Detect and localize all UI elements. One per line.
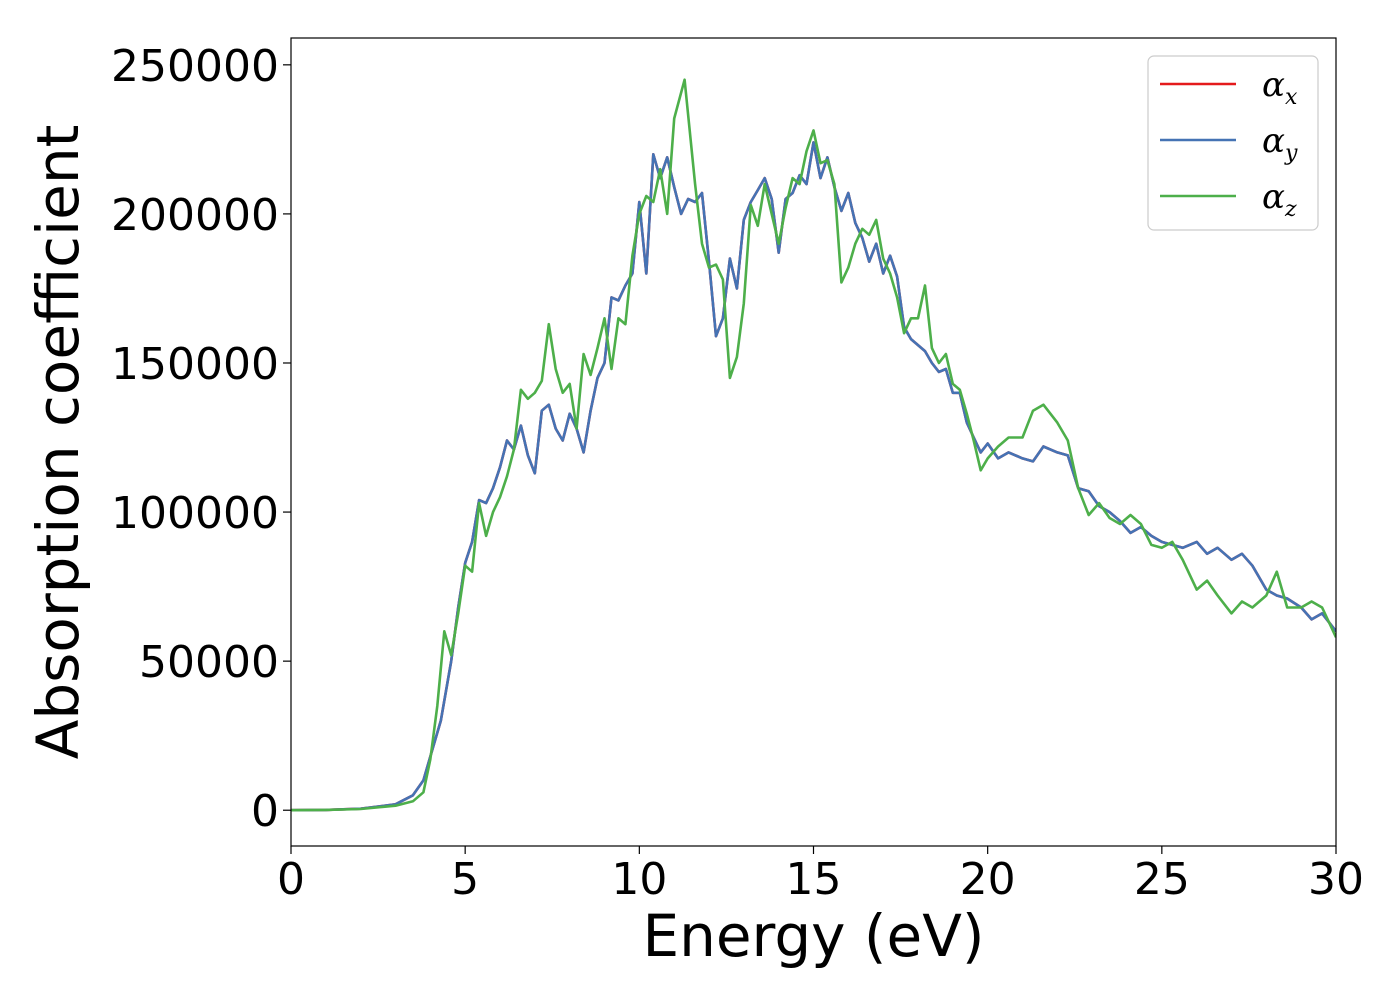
series-line-alpha-z <box>291 78 1336 812</box>
y-axis: 0 50000 100000 150000 200000 250000 <box>111 41 291 837</box>
x-axis-title: Energy (eV) <box>642 902 984 970</box>
legend-symbol: α <box>1262 121 1285 161</box>
series-line-alpha-y <box>291 141 1336 812</box>
series-layer <box>291 78 1336 812</box>
y-tick-label: 250000 <box>111 41 279 92</box>
legend-symbol: α <box>1262 65 1285 105</box>
legend-symbol: α <box>1262 177 1285 217</box>
x-tick-label: 30 <box>1308 854 1364 905</box>
legend-subscript: z <box>1284 197 1297 222</box>
x-tick-label: 5 <box>451 854 479 905</box>
y-tick-label: 150000 <box>111 339 279 390</box>
x-tick-label: 10 <box>611 854 667 905</box>
legend-label-alpha-z: αz <box>1262 177 1297 222</box>
legend-subscript: y <box>1284 141 1298 166</box>
y-tick-label: 100000 <box>111 488 279 539</box>
x-axis: 0 5 10 15 20 25 30 <box>277 846 1364 905</box>
y-tick-label: 50000 <box>139 637 279 688</box>
x-tick-label: 20 <box>960 854 1016 905</box>
y-tick-label: 200000 <box>111 190 279 241</box>
legend-label-alpha-x: αx <box>1262 65 1298 110</box>
y-tick-label: 0 <box>251 786 279 837</box>
legend-box <box>1147 55 1319 231</box>
x-tick-label: 25 <box>1134 854 1190 905</box>
x-tick-label: 15 <box>786 854 842 905</box>
y-axis-title: Absorption coefficient <box>24 125 92 760</box>
legend-label-alpha-y: αy <box>1262 121 1298 166</box>
legend-subscript: x <box>1285 85 1298 110</box>
x-tick-label: 0 <box>277 854 305 905</box>
